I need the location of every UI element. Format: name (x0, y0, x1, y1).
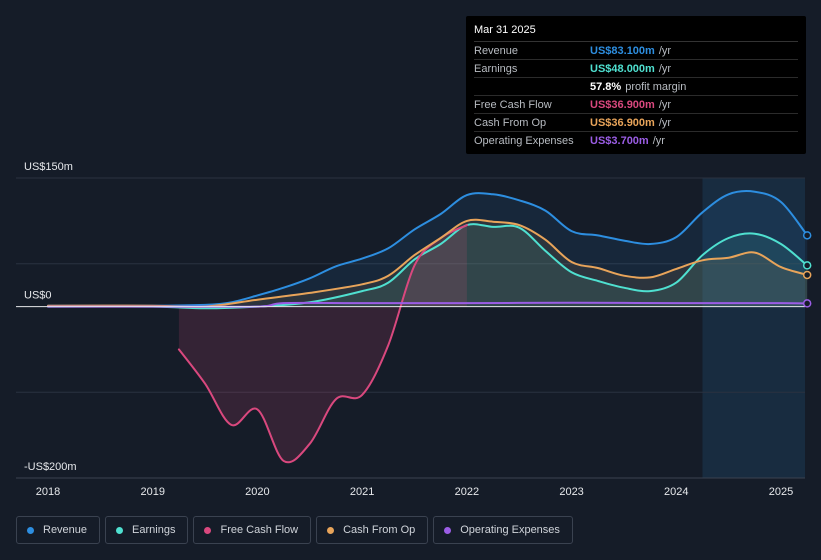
legend-label: Free Cash Flow (220, 524, 299, 536)
legend-label: Revenue (43, 524, 88, 536)
tooltip-row-unit: profit margin (625, 80, 687, 93)
x-tick-label: 2019 (140, 486, 164, 498)
tooltip-row-value: 57.8% (590, 80, 622, 93)
x-tick-label: 2023 (559, 486, 583, 498)
earnings-endpoint (802, 261, 812, 270)
legend-dot-icon (444, 526, 452, 534)
chart-legend: Revenue Earnings Free Cash Flow Cash From O… (16, 516, 573, 546)
tooltip-row-label: Cash From Op (474, 116, 547, 129)
tooltip-row-value: US$36.900m (590, 98, 655, 111)
tooltip-row: Earnings US$48.000m/yr (474, 60, 798, 78)
tooltip-row-value: US$83.100m (590, 44, 655, 57)
tooltip-row-unit: /yr (658, 44, 672, 57)
legend-dot-icon (204, 526, 212, 534)
tooltip-row-unit: /yr (652, 134, 665, 147)
legend-item-earnings[interactable]: Earnings (105, 516, 189, 544)
x-tick-label: 2025 (769, 486, 793, 498)
earnings-line (47, 223, 809, 310)
data-tooltip: Mar 31 2025 Revenue US$83.100m/yr Earnings… (466, 16, 806, 154)
x-tick-label: 2021 (350, 486, 374, 498)
tooltip-row: Revenue US$83.100m/yr (474, 42, 798, 60)
revenue-line (47, 190, 809, 307)
y-axis-bottom-label: -US$200m (24, 461, 77, 473)
tooltip-row-unit: /yr (658, 116, 672, 129)
legend-label: Cash From Op (343, 524, 416, 536)
legend-label: Operating Expenses (460, 524, 560, 536)
x-tick-label: 2020 (245, 486, 269, 498)
tooltip-row-value: US$3.700m (590, 134, 649, 147)
tooltip-row: 57.8% profit margin (474, 78, 798, 96)
tooltip-row: Operating Expenses US$3.700m/yr (474, 132, 798, 149)
legend-item-revenue[interactable]: Revenue (16, 516, 101, 544)
tooltip-row-value: US$36.900m (590, 116, 655, 129)
tooltip-row-label: Earnings (474, 62, 518, 75)
free-cash-flow-line (177, 224, 468, 464)
operating-expenses-endpoint (802, 299, 812, 308)
tooltip-row-unit: /yr (658, 98, 672, 111)
x-tick-label: 2018 (36, 486, 60, 498)
free-cash-flow-area (178, 225, 467, 463)
forecast-region (702, 178, 805, 478)
tooltip-row-value: US$48.000m (590, 62, 655, 75)
tooltip-row-label: Revenue (474, 44, 519, 57)
x-tick-label: 2022 (455, 486, 479, 498)
legend-dot-icon (116, 526, 124, 534)
tooltip-row-label: Operating Expenses (474, 134, 574, 147)
tooltip-row: Cash From Op US$36.900m/yr (474, 114, 798, 132)
x-tick-label: 2024 (664, 486, 688, 498)
tooltip-row-unit: /yr (658, 62, 672, 75)
y-axis-top-label: US$150m (24, 161, 73, 173)
legend-dot-icon (27, 526, 34, 534)
cash-from-op-endpoint (802, 270, 812, 280)
legend-dot-icon (327, 526, 335, 534)
legend-label: Earnings (132, 524, 176, 536)
y-axis-zero-label: US$0 (24, 290, 52, 302)
tooltip-row: Free Cash Flow US$36.900m/yr (474, 96, 798, 114)
cash-from-op-line (47, 218, 809, 308)
legend-item-cash-from-op[interactable]: Cash From Op (316, 516, 429, 544)
tooltip-row-label: Free Cash Flow (474, 98, 552, 111)
legend-item-free-cash-flow[interactable]: Free Cash Flow (193, 516, 312, 544)
legend-item-operating-expenses[interactable]: Operating Expenses (433, 516, 573, 544)
tooltip-date: Mar 31 2025 (474, 16, 798, 42)
revenue-endpoint (802, 231, 812, 240)
cash-from-op-area (48, 219, 808, 307)
